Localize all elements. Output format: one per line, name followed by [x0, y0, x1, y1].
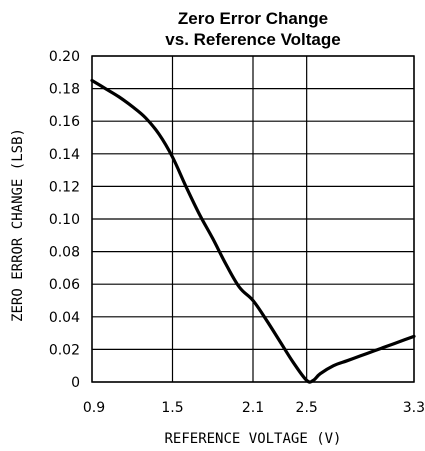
y-axis: 0 0.02 0.04 0.06 0.08 0.10 0.12 0.14 0.16 0.18 0.2… — [49, 49, 80, 391]
x-tick-label: 2.5 — [296, 400, 318, 416]
y-axis-label: ZERO ERROR CHANGE (LSB) — [10, 128, 26, 322]
series-line — [90, 78, 416, 384]
y-tick-label: 0 — [71, 375, 80, 391]
x-tick-label: 0.9 — [83, 400, 105, 416]
x-tick-label: 1.5 — [161, 400, 183, 416]
y-tick-label: 0.18 — [49, 82, 80, 98]
chart-title: Zero Error Change — [178, 9, 328, 28]
plot-frame — [91, 55, 415, 383]
chart-subtitle: vs. Reference Voltage — [165, 30, 340, 49]
y-tick-label: 0.20 — [49, 49, 80, 65]
x-tick-label: 2.1 — [242, 400, 264, 416]
y-tick-label: 0.10 — [49, 212, 80, 228]
y-tick-label: 0.14 — [49, 147, 80, 163]
y-tick-label: 0.08 — [49, 245, 80, 261]
y-tick-label: 0.12 — [49, 179, 80, 195]
x-axis-label: REFERENCE VOLTAGE (V) — [164, 431, 341, 447]
y-tick-label: 0.02 — [49, 342, 80, 358]
y-tick-label: 0.16 — [49, 114, 80, 130]
y-tick-label: 0.04 — [49, 310, 80, 326]
grid — [91, 55, 415, 383]
x-tick-label: 3.3 — [403, 400, 425, 416]
x-axis: 0.9 1.5 2.1 2.5 3.3 — [83, 400, 425, 416]
y-tick-label: 0.06 — [49, 277, 80, 293]
